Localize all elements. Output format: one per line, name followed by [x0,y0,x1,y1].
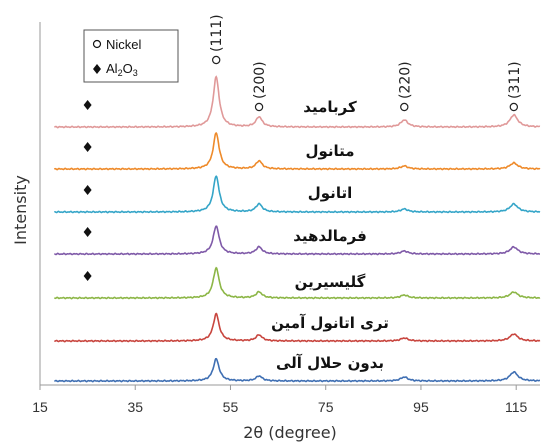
x-tick-label-75: 75 [318,399,334,415]
series-label-1: متانول [305,142,354,160]
legend-al2o3-part-3: 3 [133,68,138,78]
peak-label-2: (220) [397,61,413,99]
peak-annotations: (111) (200) (220) (311) [209,14,523,112]
al2o3-marker-2 [83,185,92,195]
peak-marker-0 [211,55,221,65]
x-tick-label-115: 115 [505,399,528,415]
x-tick-label-35: 35 [127,399,143,415]
peak-label-1: (200) [252,61,268,99]
legend-al2o3-marker [93,64,101,74]
x-tick-label-15: 15 [32,399,48,415]
series-line-1 [54,132,541,171]
legend-al2o3-part-o: O [123,61,133,76]
legend-box [83,29,179,83]
al2o3-marker-1 [83,142,92,152]
legend-nickel-label: Nickel [106,37,142,52]
peak-marker-3 [509,102,519,112]
al2o3-marker-0 [83,100,92,110]
series-line-6 [54,357,540,383]
series-line-2 [54,175,541,214]
legend-al2o3-part-2: 2 [118,68,123,78]
legend: Nickel Al2O3 [83,29,179,83]
series-line-4 [54,266,541,300]
y-axis-title: Intensity [11,175,30,245]
plot-area [54,75,541,383]
peak-label-0: (111) [209,14,225,52]
peak-marker-2 [400,102,409,112]
series-label-5: تری اتانول آمین [271,314,389,332]
al2o3-marker-4 [83,271,92,281]
x-tick-label-95: 95 [413,399,429,415]
series-label-2: اتانول [308,184,352,202]
series-line-0 [54,75,541,129]
x-tick-label-55: 55 [223,399,239,415]
series-labels: کربامید متانول اتانول فرمالدهید گلیسیرین تری … [271,98,389,372]
series-line-5 [54,312,541,343]
legend-al2o3-part-al: Al [106,61,118,76]
peak-label-3: (311) [507,61,523,99]
series-line-3 [54,225,540,256]
peak-marker-1 [254,102,264,112]
series-label-4: گلیسیرین [295,273,366,291]
x-axis-title: 2θ (degree) [243,423,337,442]
series-label-6: بدون حلال آلی [276,354,384,372]
legend-al2o3-label: Al2O3 [106,61,138,78]
series-label-0: کربامید [303,98,357,116]
series-label-3: فرمالدهید [293,227,367,245]
legend-nickel-marker [92,39,102,49]
x-ticks: 15 35 55 75 95 115 [32,385,528,415]
al2o3-marker-3 [83,227,92,237]
